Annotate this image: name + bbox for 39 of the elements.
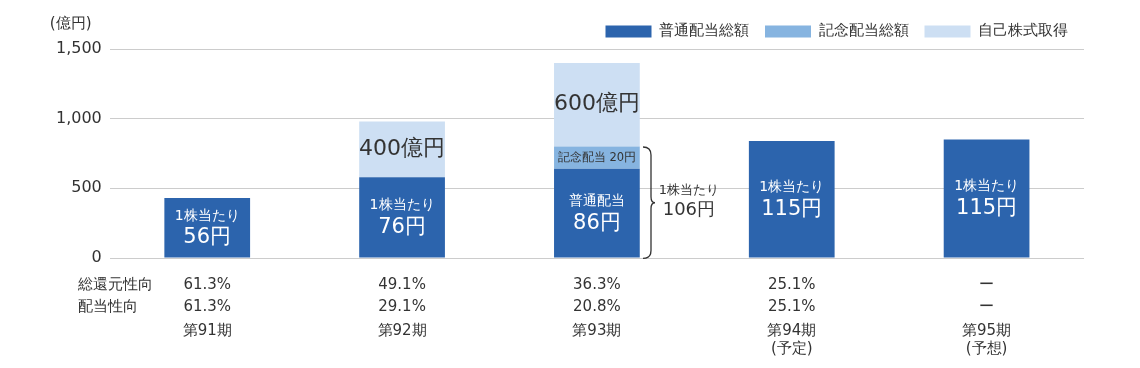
annotation: 記念配当 20円 bbox=[557, 149, 637, 164]
x-tick-label: 第93期 bbox=[572, 320, 622, 339]
x-tick-label: 第94期 (予定) bbox=[767, 320, 817, 357]
legend-label: 記念配当総額 bbox=[818, 21, 909, 40]
text: 49.1% bbox=[378, 274, 426, 293]
text: 36.3% bbox=[573, 274, 621, 293]
y-tick-label: 1,000 bbox=[55, 107, 102, 127]
bar bbox=[359, 177, 445, 258]
text: 29.1% bbox=[378, 296, 426, 315]
x-tick-label: 第92期 bbox=[377, 320, 427, 339]
data-label: 600億円 bbox=[553, 90, 640, 116]
legend-label: 自己株式取得 bbox=[978, 21, 1068, 40]
bar bbox=[748, 140, 835, 258]
text: 総還元性向 bbox=[77, 274, 153, 293]
x-tick-label: 第95期 (予想) bbox=[962, 320, 1012, 357]
y-tick-label: 500 bbox=[71, 177, 102, 197]
y-tick-label: 0 bbox=[91, 247, 102, 267]
text: ー bbox=[979, 274, 995, 293]
text: 61.3% bbox=[183, 274, 232, 293]
bar bbox=[554, 168, 640, 258]
bar bbox=[554, 62, 640, 147]
annotation: 1株当たり 106円 bbox=[658, 182, 720, 220]
y-axis-title: (億円) bbox=[49, 13, 92, 32]
text: 配当性向 bbox=[78, 296, 138, 315]
annotation: 普通配当 86円 bbox=[568, 192, 625, 234]
annotation: 1株当たり 76円 bbox=[369, 196, 435, 239]
x-tick-label: 第91期 bbox=[182, 320, 232, 339]
y-tick-label: 1,500 bbox=[55, 38, 102, 58]
text: 25.1% bbox=[767, 296, 816, 315]
annotation: 1株当たり 115円 bbox=[759, 178, 825, 220]
annotation: 1株当たり 56円 bbox=[174, 206, 240, 249]
text: 25.1% bbox=[767, 274, 816, 293]
text: 20.8% bbox=[573, 296, 621, 315]
legend-label: 普通配当総額 bbox=[659, 21, 749, 40]
text: ー bbox=[979, 296, 995, 315]
annotation: 1株当たり 115円 bbox=[954, 177, 1020, 220]
data-label: 400億円 bbox=[359, 135, 446, 161]
bar bbox=[943, 139, 1030, 258]
text: 61.3% bbox=[183, 296, 232, 315]
